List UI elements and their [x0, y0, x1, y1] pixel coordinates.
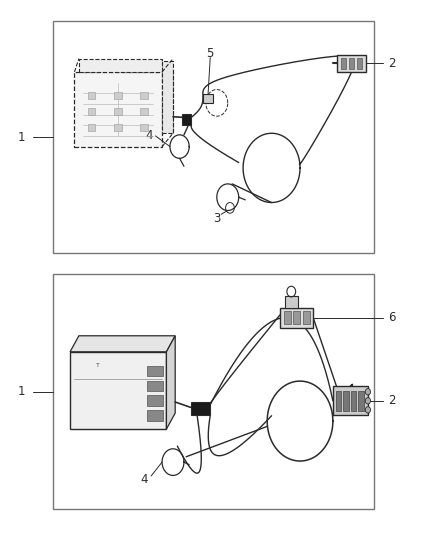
Text: 1: 1: [18, 385, 26, 398]
Bar: [114, 92, 122, 99]
Bar: [349, 58, 354, 69]
Text: T: T: [96, 363, 100, 368]
Bar: [285, 296, 298, 308]
Bar: [147, 395, 163, 406]
Bar: [203, 94, 213, 103]
Bar: [53, 274, 374, 509]
Text: 6: 6: [388, 311, 396, 324]
Bar: [147, 381, 163, 391]
Bar: [53, 21, 374, 253]
Bar: [303, 311, 310, 324]
Bar: [280, 308, 313, 328]
Bar: [114, 124, 122, 131]
Bar: [336, 391, 341, 411]
Bar: [140, 108, 148, 115]
Bar: [358, 391, 364, 411]
Bar: [343, 391, 349, 411]
Circle shape: [365, 389, 371, 395]
Bar: [191, 402, 210, 415]
Bar: [88, 92, 95, 99]
Text: 4: 4: [145, 130, 153, 142]
Polygon shape: [166, 336, 175, 429]
Text: 1: 1: [18, 131, 26, 144]
Bar: [284, 311, 291, 324]
Bar: [351, 391, 356, 411]
Circle shape: [365, 407, 371, 413]
Bar: [140, 124, 148, 131]
Text: 2: 2: [388, 57, 396, 70]
Bar: [79, 59, 162, 72]
Bar: [357, 58, 362, 69]
Bar: [162, 61, 173, 133]
Text: 5: 5: [207, 47, 214, 60]
Bar: [88, 124, 95, 131]
Text: 4: 4: [141, 473, 148, 486]
Text: 3: 3: [213, 212, 220, 225]
Bar: [182, 114, 191, 125]
Bar: [70, 352, 166, 429]
Bar: [114, 108, 122, 115]
Bar: [341, 58, 346, 69]
Bar: [88, 108, 95, 115]
Polygon shape: [70, 336, 175, 352]
Bar: [337, 55, 366, 72]
Text: 2: 2: [388, 394, 396, 407]
Bar: [333, 386, 368, 415]
Bar: [74, 72, 162, 147]
Circle shape: [365, 398, 371, 404]
Bar: [140, 92, 148, 99]
Bar: [147, 366, 163, 376]
Bar: [147, 410, 163, 421]
Bar: [293, 311, 300, 324]
